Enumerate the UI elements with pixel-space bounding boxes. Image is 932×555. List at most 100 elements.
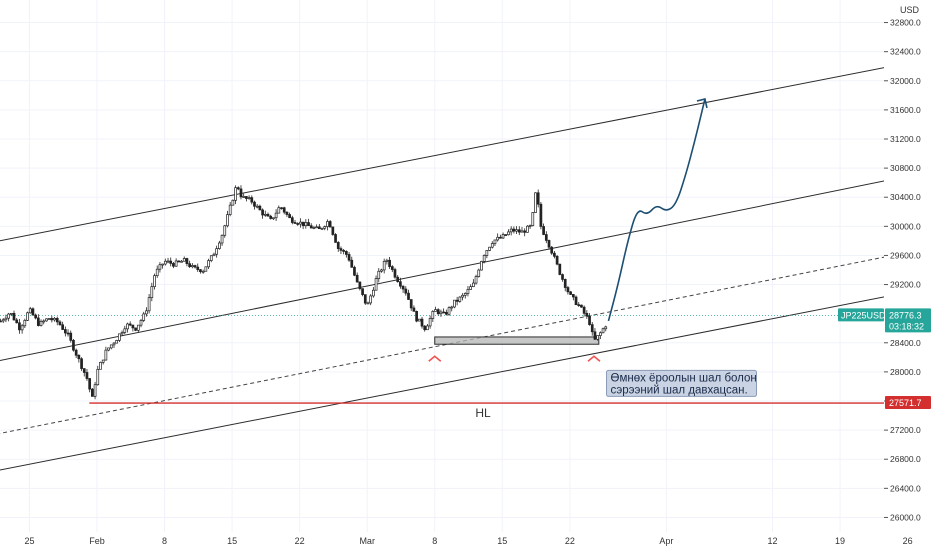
- candle-body-114: [307, 222, 310, 227]
- candle-body-32: [85, 372, 89, 379]
- candle-body-131: [353, 266, 356, 276]
- candle-body-72: [193, 265, 197, 268]
- candle-body-115: [309, 225, 313, 229]
- candle-body-53: [142, 313, 146, 321]
- candle-body-127: [342, 250, 346, 252]
- candle-body-221: [596, 335, 599, 340]
- candle-body-1: [1, 319, 5, 322]
- candle-body-223: [601, 328, 605, 334]
- candle-body-47: [126, 323, 129, 330]
- candle-body-93: [250, 197, 254, 203]
- projection-line[interactable]: [607, 98, 706, 322]
- candle-body-193: [520, 230, 524, 233]
- candle-body-136: [366, 302, 370, 305]
- candle-body-0: [0, 320, 2, 323]
- candle-body-218: [588, 315, 591, 325]
- candle-body-56: [150, 286, 154, 299]
- time-tick-label-0: 25: [24, 536, 34, 546]
- candle-body-137: [369, 295, 373, 304]
- candle-body-90: [242, 196, 246, 198]
- candle-body-38: [101, 359, 105, 363]
- candle-body-207: [558, 263, 562, 275]
- candle-body-79: [212, 253, 216, 257]
- candle-body-43: [115, 340, 119, 344]
- candle-body-174: [469, 286, 472, 290]
- channel-line-1[interactable]: [0, 164, 932, 368]
- candle-body-139: [374, 278, 378, 291]
- support-zone[interactable]: [434, 336, 600, 345]
- candle-body-186: [501, 234, 505, 239]
- hl-price-label: 27571.7: [889, 398, 922, 408]
- candle-body-180: [485, 250, 489, 256]
- hl-level[interactable]: HL: [89, 402, 884, 420]
- candle-body-25: [66, 332, 70, 335]
- candle-body-158: [426, 325, 429, 331]
- time-tick-label-4: 22: [295, 536, 305, 546]
- candle-body-167: [450, 306, 454, 309]
- candle-body-117: [315, 226, 318, 229]
- marker-chevron-0: [428, 355, 442, 362]
- candle-body-209: [563, 279, 567, 288]
- price-tick-label-8: 29600.0: [890, 250, 921, 260]
- annotation-background: [606, 369, 758, 397]
- candle-body-189: [509, 228, 513, 233]
- candle-body-172: [463, 293, 467, 296]
- candle-body-77: [207, 260, 210, 268]
- candle-body-45: [120, 332, 124, 335]
- candle-body-18: [47, 318, 51, 320]
- candle-body-196: [528, 225, 532, 227]
- projection-path[interactable]: [607, 97, 708, 322]
- candle-body-179: [482, 255, 486, 262]
- candle-body-64: [172, 263, 175, 267]
- candle-body-106: [285, 211, 289, 215]
- candle-body-171: [461, 294, 464, 298]
- candle-body-14: [36, 317, 40, 326]
- candle-body-34: [91, 388, 94, 397]
- candle-body-96: [258, 205, 262, 211]
- candle-body-113: [304, 222, 308, 227]
- hl-price-bg: [885, 396, 931, 410]
- candle-body-154: [415, 311, 418, 322]
- candle-body-197: [531, 212, 535, 226]
- price-axis[interactable]: USD 26000.026400.026800.027200.027600.02…: [884, 0, 932, 550]
- candle-body-74: [199, 269, 202, 273]
- time-axis-background: [0, 532, 932, 550]
- candle-body-22: [58, 321, 62, 326]
- candle-body-109: [293, 222, 297, 224]
- annotation-box[interactable]: Өмнөх ёроолын шал болон сэрээний шал дав…: [606, 369, 758, 397]
- candle-body-173: [466, 289, 470, 294]
- candle-body-163: [439, 311, 443, 315]
- candle-body-68: [182, 258, 186, 262]
- time-tick-label-9: Apr: [659, 536, 673, 546]
- candle-body-151: [407, 292, 410, 300]
- channel-line-3[interactable]: [0, 281, 932, 478]
- candle-body-120: [323, 226, 327, 229]
- candle-body-59: [158, 264, 162, 270]
- candle-body-208: [561, 274, 564, 280]
- candle-body-148: [399, 281, 402, 287]
- candle-body-85: [228, 204, 232, 215]
- last-price-bg: [885, 308, 931, 333]
- candle-body-161: [434, 309, 437, 312]
- time-tick-label-2: 8: [162, 536, 167, 546]
- candle-body-178: [480, 261, 483, 271]
- currency-label: USD: [900, 5, 920, 15]
- candle-body-103: [277, 207, 281, 214]
- time-axis[interactable]: 25 Feb 8 15 22 Mar 8 15 22 Apr 12 19 26: [0, 532, 932, 550]
- candle-body-99: [266, 213, 270, 217]
- candle-body-60: [161, 263, 164, 266]
- candle-body-2: [4, 317, 8, 321]
- candle-body-129: [347, 254, 351, 261]
- candle-body-75: [201, 270, 205, 273]
- candle-body-130: [350, 259, 354, 268]
- candle-body-141: [380, 269, 383, 272]
- channel-line-0[interactable]: [0, 52, 932, 249]
- candle-body-80: [215, 248, 219, 255]
- candle-body-199: [536, 192, 540, 205]
- symbol-label-bg: [838, 308, 884, 322]
- candle-body-211: [569, 291, 572, 295]
- candle-body-11: [28, 308, 32, 314]
- support-zone-rect[interactable]: [434, 336, 600, 345]
